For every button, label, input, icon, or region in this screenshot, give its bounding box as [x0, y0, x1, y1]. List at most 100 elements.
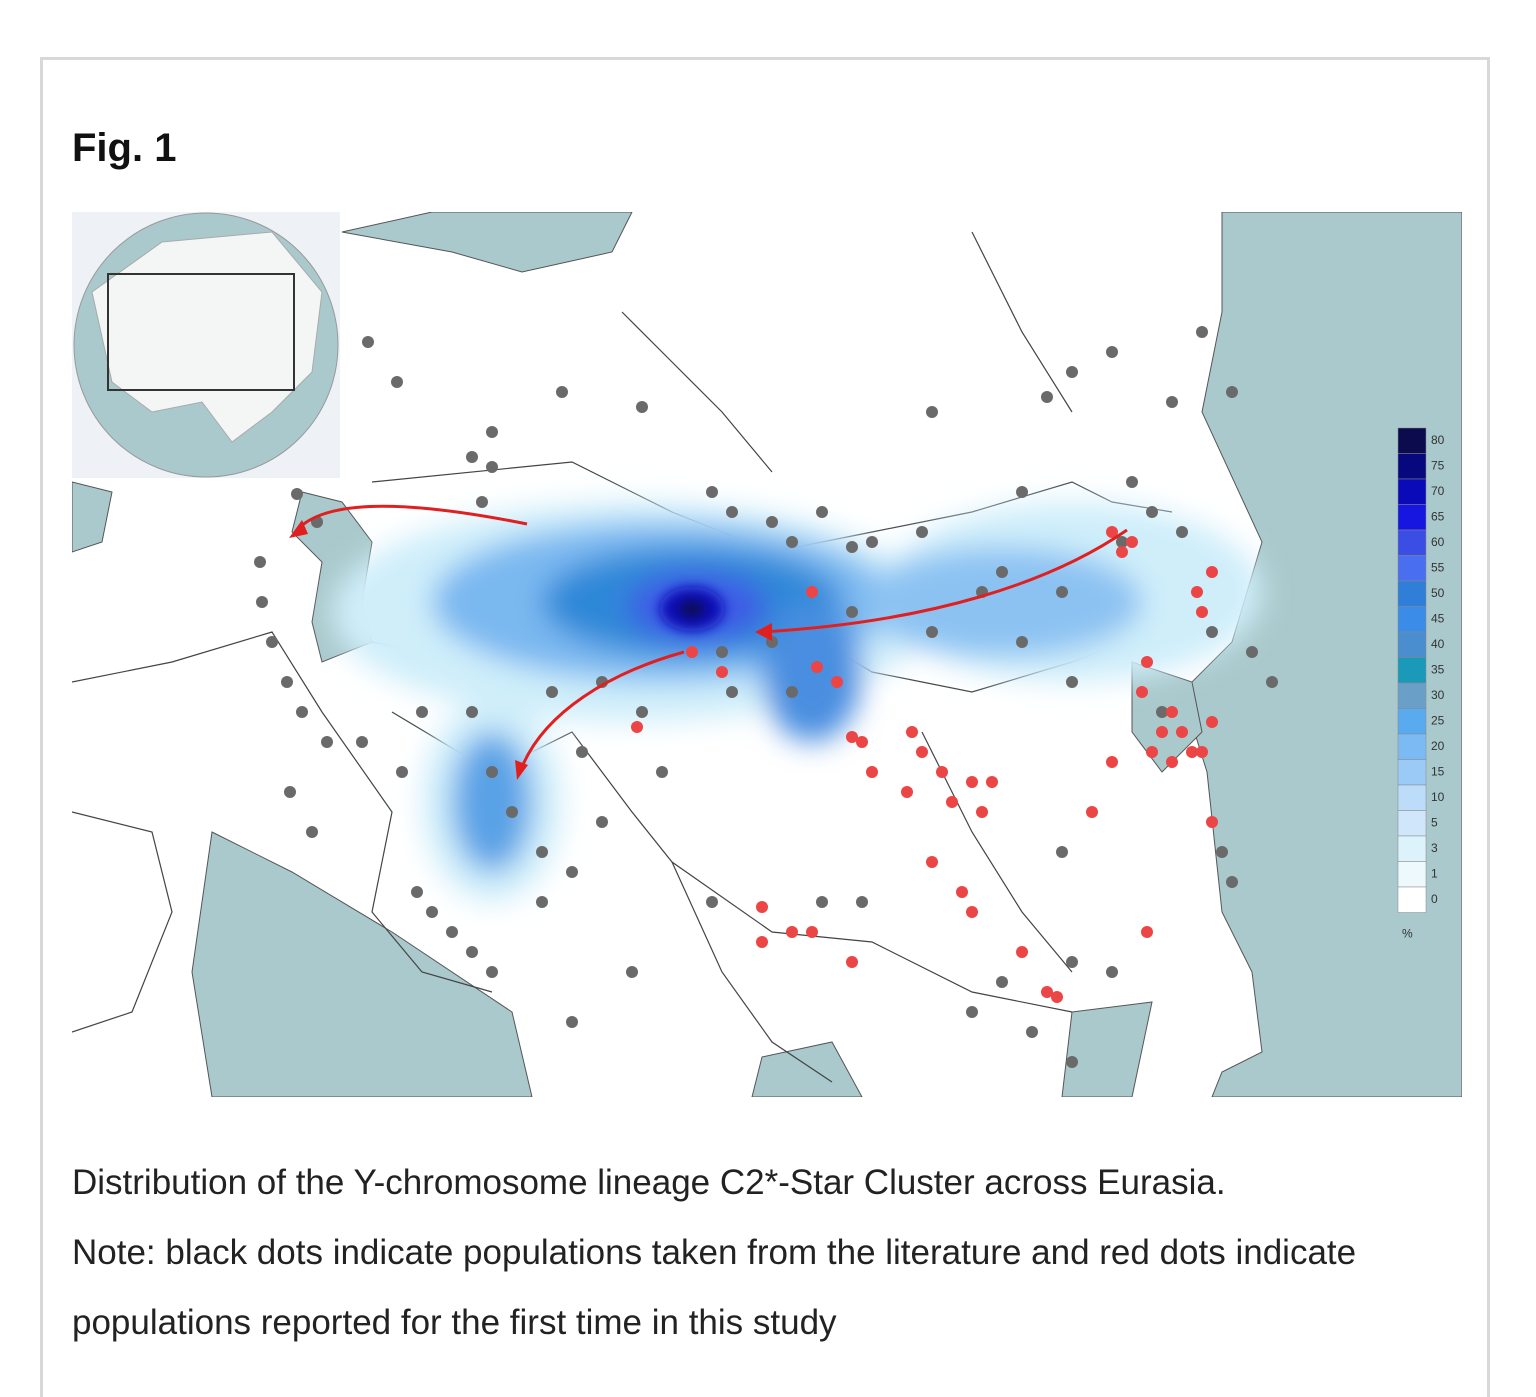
population-dot-literature	[486, 426, 498, 438]
population-dot-literature	[566, 1016, 578, 1028]
population-dot-literature	[636, 706, 648, 718]
inset-globe	[72, 212, 340, 478]
population-dot-literature	[766, 516, 778, 528]
population-dot-literature	[416, 706, 428, 718]
legend-swatch	[1397, 835, 1427, 862]
population-dot-literature	[1206, 626, 1218, 638]
population-dot-literature	[536, 846, 548, 858]
legend-label: 55	[1431, 560, 1445, 574]
population-dot-literature	[556, 386, 568, 398]
legend-swatch	[1397, 427, 1427, 454]
population-dot-new	[756, 901, 768, 913]
legend-label: 0	[1431, 892, 1438, 906]
population-dot-literature	[626, 966, 638, 978]
legend-label: 45	[1431, 611, 1445, 625]
population-dot-literature	[846, 541, 858, 553]
legend-swatch	[1397, 631, 1427, 658]
population-dot-literature	[256, 596, 268, 608]
population-dot-literature	[486, 461, 498, 473]
population-dot-new	[906, 726, 918, 738]
population-dot-literature	[466, 451, 478, 463]
legend-swatch	[1397, 810, 1427, 837]
population-dot-new	[1126, 536, 1138, 548]
population-dot-new	[1166, 756, 1178, 768]
legend-label: 15	[1431, 764, 1445, 778]
population-dot-literature	[596, 816, 608, 828]
population-dot-new	[846, 731, 858, 743]
population-dot-literature	[426, 906, 438, 918]
population-dot-literature	[546, 686, 558, 698]
population-dot-new	[786, 926, 798, 938]
population-dot-new	[1106, 526, 1118, 538]
population-dot-new	[916, 746, 928, 758]
population-dot-literature	[1041, 391, 1053, 403]
legend-label: 10	[1431, 790, 1445, 804]
population-dot-new	[806, 926, 818, 938]
legend-label: 35	[1431, 662, 1445, 676]
population-dot-new	[956, 886, 968, 898]
population-dot-new	[1176, 726, 1188, 738]
population-dot-literature	[1156, 706, 1168, 718]
population-dot-new	[1206, 816, 1218, 828]
legend-unit: %	[1402, 927, 1413, 941]
legend-swatch	[1397, 657, 1427, 684]
population-dot-literature	[254, 556, 266, 568]
legend-label: 70	[1431, 484, 1445, 498]
population-dots	[254, 326, 1278, 1068]
population-dot-new	[831, 676, 843, 688]
population-dot-new	[966, 906, 978, 918]
population-dot-literature	[1056, 846, 1068, 858]
legend-swatch	[1397, 784, 1427, 811]
population-dot-literature	[284, 786, 296, 798]
population-dot-literature	[1146, 506, 1158, 518]
population-dot-literature	[1226, 876, 1238, 888]
population-dot-literature	[506, 806, 518, 818]
population-dot-new	[1186, 746, 1198, 758]
population-dot-literature	[1066, 956, 1078, 968]
legend-label: 75	[1431, 458, 1445, 472]
population-dot-literature	[1016, 486, 1028, 498]
population-dot-new	[966, 776, 978, 788]
population-dot-literature	[1056, 586, 1068, 598]
legend-swatch	[1397, 580, 1427, 607]
population-dot-new	[1206, 716, 1218, 728]
figure-card	[40, 57, 1490, 1397]
population-dot-literature	[726, 506, 738, 518]
legend-swatch	[1397, 733, 1427, 760]
population-dot-literature	[726, 686, 738, 698]
population-dot-new	[1166, 706, 1178, 718]
population-dot-new	[1016, 946, 1028, 958]
population-dot-literature	[1106, 346, 1118, 358]
legend-swatch	[1397, 478, 1427, 505]
population-dot-literature	[706, 486, 718, 498]
population-dot-literature	[466, 946, 478, 958]
population-dot-new	[1141, 926, 1153, 938]
population-dot-literature	[536, 896, 548, 908]
population-dot-literature	[846, 606, 858, 618]
population-dot-new	[901, 786, 913, 798]
population-dot-new	[1206, 566, 1218, 578]
population-dot-new	[926, 856, 938, 868]
population-dot-new	[806, 586, 818, 598]
legend-swatch	[1397, 504, 1427, 531]
legend-label: 30	[1431, 688, 1445, 702]
population-dot-literature	[486, 766, 498, 778]
legend-swatch	[1397, 555, 1427, 582]
population-dot-literature	[321, 736, 333, 748]
legend-swatch	[1397, 886, 1427, 913]
frequency-peak	[660, 587, 724, 631]
population-dot-new	[1051, 991, 1063, 1003]
population-dot-new	[1106, 756, 1118, 768]
population-dot-literature	[1066, 1056, 1078, 1068]
population-dot-literature	[291, 488, 303, 500]
population-dot-new	[716, 666, 728, 678]
population-dot-literature	[996, 976, 1008, 988]
population-dot-new	[811, 661, 823, 673]
population-dot-literature	[281, 676, 293, 688]
population-dot-literature	[966, 1006, 978, 1018]
figure-caption: Distribution of the Y-chromosome lineage…	[72, 1148, 1452, 1358]
migration-arrows	[295, 504, 1128, 773]
population-dot-new	[1196, 746, 1208, 758]
population-dot-new	[1156, 726, 1168, 738]
